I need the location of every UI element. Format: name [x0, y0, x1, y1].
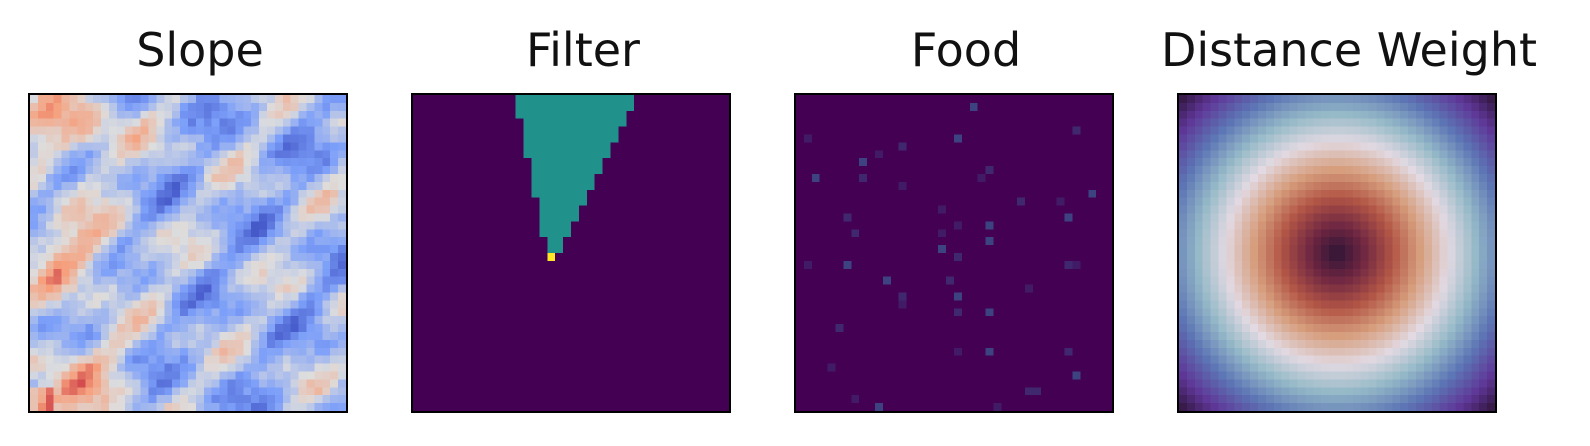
food-panel: Food	[766, 0, 1166, 446]
distance-weight-title: Distance Weight	[1160, 23, 1538, 77]
slope-title: Slope	[136, 23, 264, 77]
distance-weight-panel: Distance Weight	[1149, 0, 1549, 446]
filter-heatmap	[411, 93, 731, 413]
food-title: Food	[910, 23, 1022, 77]
food-heatmap	[794, 93, 1114, 413]
filter-panel: Filter	[383, 0, 783, 446]
slope-heatmap	[28, 93, 348, 413]
slope-panel: Slope	[0, 0, 400, 446]
filter-title: Filter	[526, 23, 640, 77]
distance-weight-heatmap	[1177, 93, 1497, 413]
